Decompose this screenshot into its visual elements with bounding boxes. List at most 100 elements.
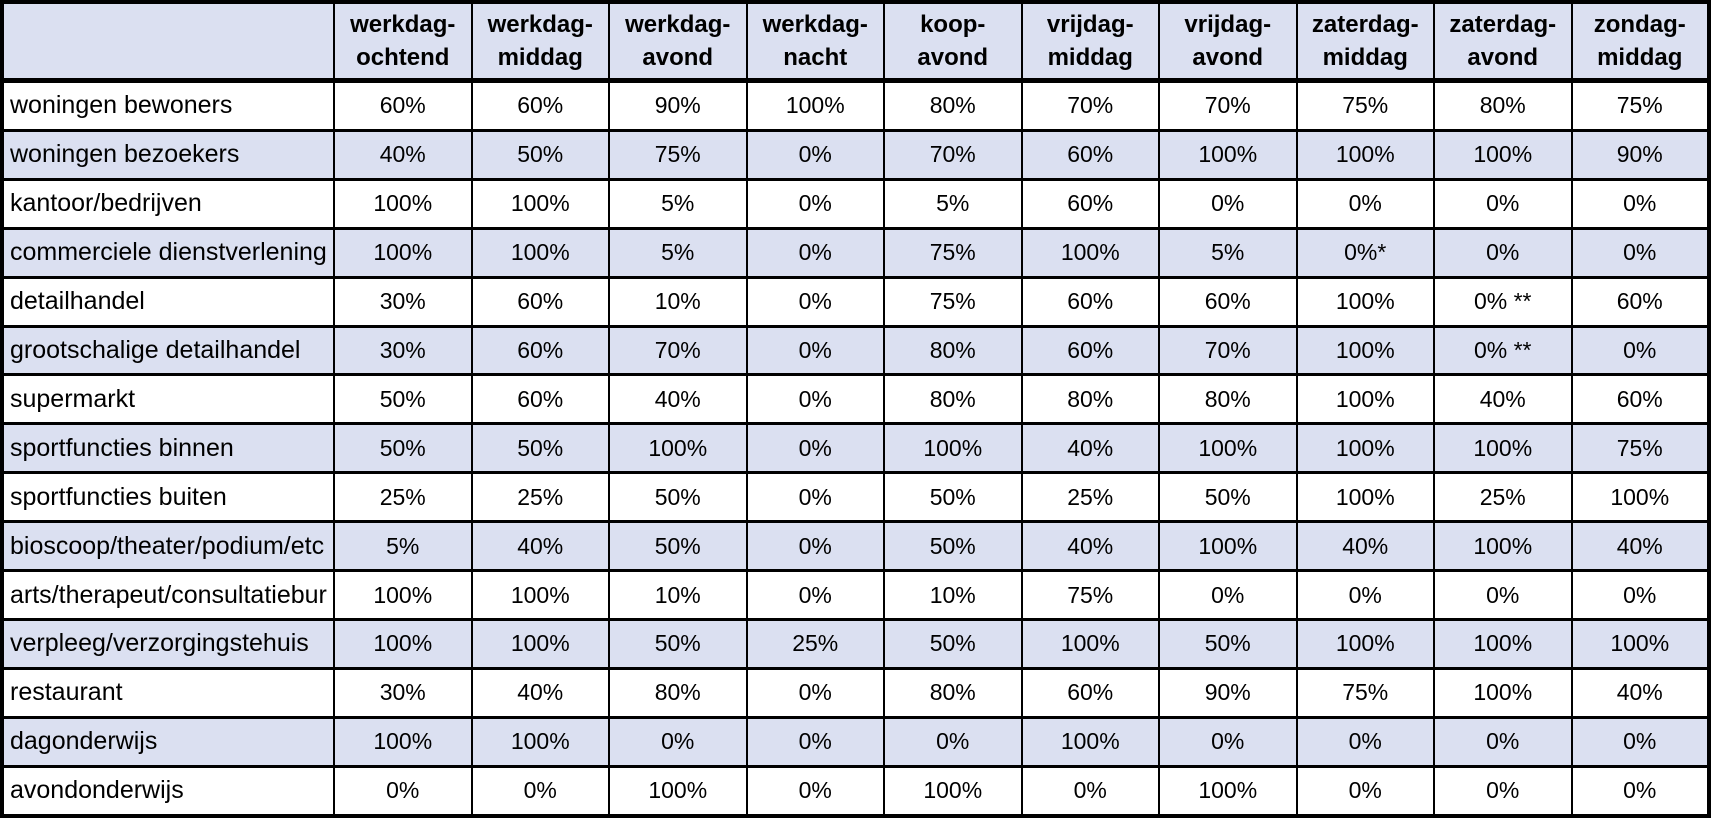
value-cell: 60% — [1158, 275, 1298, 328]
value-cell: 60% — [470, 275, 610, 328]
value-cell: 70% — [608, 324, 748, 377]
table-row: woningen bezoekers 40% 50% 75% 0% 70% 60% 100% 1… — [1, 128, 1710, 181]
table-row: bioscoop/theater/podium/etc 5% 40% 50% 0% 50%… — [1, 520, 1710, 573]
value-cell: 70% — [1020, 78, 1160, 132]
table-row: dagonderwijs 100% 100% 0% 0% 0% 100% 0% 0% 0% 0% — [1, 715, 1710, 768]
value-cell: 0% — [1433, 715, 1573, 768]
value-cell: 100% — [608, 764, 748, 818]
value-cell: 60% — [1020, 177, 1160, 230]
value-cell: 70% — [883, 128, 1023, 181]
value-cell: 0% ** — [1433, 324, 1573, 377]
value-cell: 50% — [470, 128, 610, 181]
value-cell: 40% — [1570, 520, 1710, 573]
value-cell: 100% — [1433, 618, 1573, 670]
value-cell: 100% — [1295, 324, 1435, 377]
value-cell: 40% — [1020, 520, 1160, 573]
header-row: werkdag-ochtend werkdag-middag werkdag-avo… — [1, 1, 1710, 83]
value-cell: 50% — [333, 422, 473, 475]
value-cell: 100% — [470, 177, 610, 230]
value-cell: 40% — [470, 666, 610, 719]
value-cell: 0% — [745, 471, 885, 524]
value-cell: 25% — [1433, 471, 1573, 524]
value-cell: 5% — [1158, 226, 1298, 279]
value-cell: 0% — [745, 373, 885, 426]
value-cell: 0% — [1433, 226, 1573, 279]
row-label: grootschalige detailhandel — [1, 324, 335, 377]
value-cell: 60% — [470, 324, 610, 377]
value-cell: 5% — [883, 177, 1023, 230]
value-cell: 100% — [1158, 520, 1298, 573]
row-label: restaurant — [1, 666, 335, 719]
value-cell: 100% — [1570, 618, 1710, 670]
value-cell: 60% — [1570, 275, 1710, 328]
value-cell: 75% — [883, 275, 1023, 328]
table-row: verpleeg/verzorgingstehuis 100% 100% 50% 25%… — [1, 618, 1710, 670]
value-cell: 0% — [1433, 177, 1573, 230]
value-cell: 80% — [883, 324, 1023, 377]
value-cell: 80% — [1158, 373, 1298, 426]
value-cell: 0%* — [1295, 226, 1435, 279]
row-label: woningen bezoekers — [1, 128, 335, 181]
value-cell: 0% — [1570, 764, 1710, 818]
column-header-zaterdagavond: zaterdag-avond — [1433, 1, 1573, 83]
value-cell: 40% — [1570, 666, 1710, 719]
value-cell: 100% — [745, 78, 885, 132]
value-cell: 0% — [1433, 569, 1573, 621]
value-cell: 60% — [470, 373, 610, 426]
value-cell: 0% — [1570, 715, 1710, 768]
row-label: sportfuncties buiten — [1, 471, 335, 524]
column-header-zondagmiddag: zondag-middag — [1570, 1, 1710, 83]
value-cell: 60% — [1020, 275, 1160, 328]
column-header-zaterdagmiddag: zaterdag-middag — [1295, 1, 1435, 83]
value-cell: 40% — [1020, 422, 1160, 475]
value-cell: 0% — [745, 177, 885, 230]
table-row: detailhandel 30% 60% 10% 0% 75% 60% 60% 100% 0% *… — [1, 275, 1710, 328]
value-cell: 50% — [883, 618, 1023, 670]
value-cell: 100% — [1020, 715, 1160, 768]
value-cell: 5% — [608, 177, 748, 230]
value-cell: 50% — [1158, 618, 1298, 670]
row-label: bioscoop/theater/podium/etc — [1, 520, 335, 573]
value-cell: 80% — [883, 78, 1023, 132]
value-cell: 0% — [745, 275, 885, 328]
table-row: kantoor/bedrijven 100% 100% 5% 0% 5% 60% 0% 0% 0%… — [1, 177, 1710, 230]
value-cell: 10% — [608, 275, 748, 328]
value-cell: 70% — [1158, 324, 1298, 377]
value-cell: 100% — [333, 569, 473, 621]
value-cell: 0% — [1295, 177, 1435, 230]
value-cell: 5% — [333, 520, 473, 573]
value-cell: 25% — [745, 618, 885, 670]
value-cell: 5% — [608, 226, 748, 279]
value-cell: 50% — [1158, 471, 1298, 524]
row-label: woningen bewoners — [1, 78, 335, 132]
value-cell: 80% — [1433, 78, 1573, 132]
value-cell: 100% — [470, 715, 610, 768]
value-cell: 10% — [883, 569, 1023, 621]
value-cell: 0% — [1158, 569, 1298, 621]
value-cell: 50% — [883, 471, 1023, 524]
value-cell: 100% — [1433, 520, 1573, 573]
corner-cell — [1, 1, 335, 83]
value-cell: 70% — [1158, 78, 1298, 132]
value-cell: 0% — [745, 520, 885, 573]
value-cell: 50% — [333, 373, 473, 426]
value-cell: 0% — [745, 226, 885, 279]
value-cell: 100% — [1020, 226, 1160, 279]
row-label: dagonderwijs — [1, 715, 335, 768]
value-cell: 100% — [608, 422, 748, 475]
value-cell: 60% — [1570, 373, 1710, 426]
row-label: sportfuncties binnen — [1, 422, 335, 475]
table-row: grootschalige detailhandel 30% 60% 70% 0% 80%… — [1, 324, 1710, 377]
table-row: sportfuncties buiten 25% 25% 50% 0% 50% 25% 50%… — [1, 471, 1710, 524]
value-cell: 100% — [1158, 422, 1298, 475]
value-cell: 0% — [745, 666, 885, 719]
table-body: woningen bewoners 60% 60% 90% 100% 80% 70% 70% 7… — [1, 78, 1710, 818]
row-label: kantoor/bedrijven — [1, 177, 335, 230]
value-cell: 100% — [1433, 666, 1573, 719]
table-row: woningen bewoners 60% 60% 90% 100% 80% 70% 70% 7… — [1, 78, 1710, 132]
value-cell: 40% — [608, 373, 748, 426]
value-cell: 0% — [333, 764, 473, 818]
value-cell: 100% — [470, 618, 610, 670]
value-cell: 50% — [608, 618, 748, 670]
value-cell: 100% — [1020, 618, 1160, 670]
